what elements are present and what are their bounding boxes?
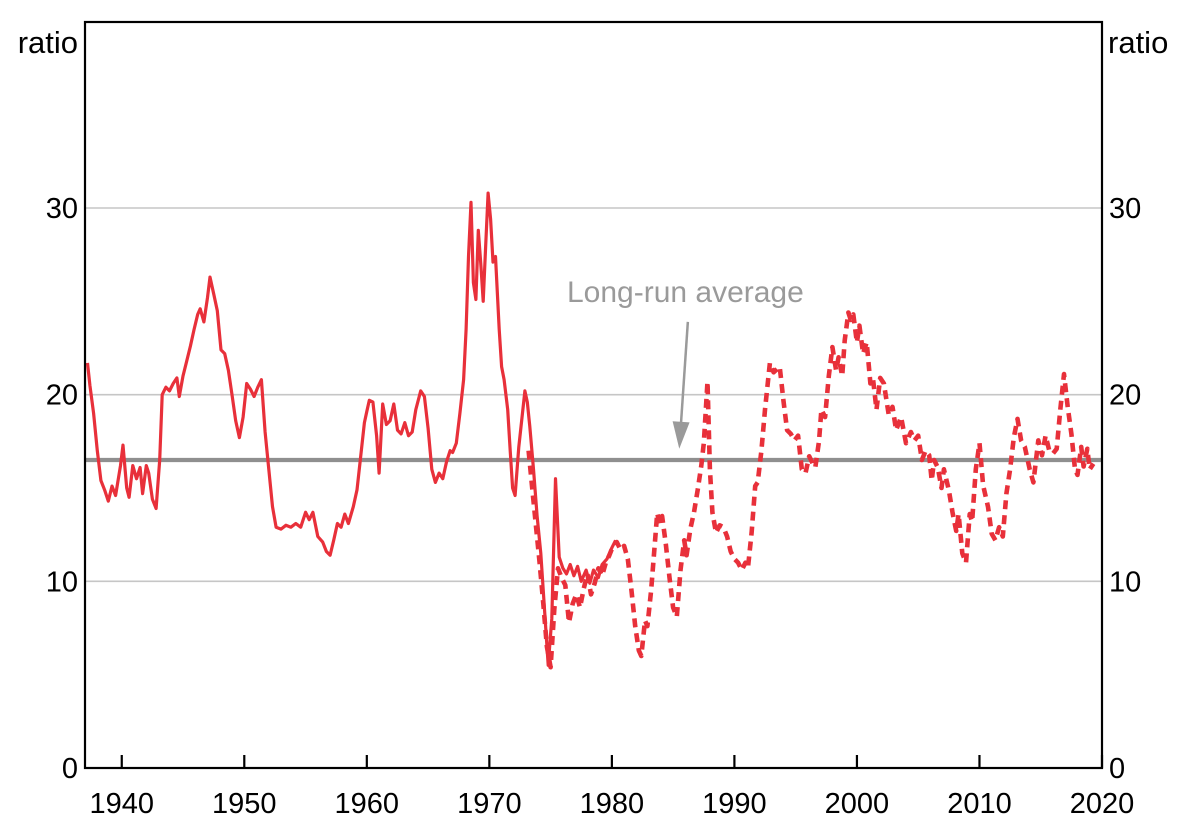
x-tick-label-1970: 1970 xyxy=(457,788,522,820)
annotation-layer: Long-run average xyxy=(567,276,804,449)
y-tick-label-right-30: 30 xyxy=(1109,193,1141,225)
y-tick-label-left-0: 0 xyxy=(62,753,78,785)
y-tick-label-left-10: 10 xyxy=(46,566,78,598)
x-tick-label-1960: 1960 xyxy=(335,788,400,820)
left-axis-unit-label: ratio xyxy=(18,25,78,60)
x-tick-label-1940: 1940 xyxy=(90,788,155,820)
y-tick-label-right-0: 0 xyxy=(1109,753,1125,785)
plot-frame xyxy=(83,20,1104,770)
data-series xyxy=(85,191,1096,670)
series-line-dashed xyxy=(526,310,1096,670)
right-axis-unit-label: ratio xyxy=(1108,25,1168,60)
axes-frame xyxy=(83,20,1104,770)
x-tick-label-2000: 2000 xyxy=(825,788,890,820)
series-line-solid xyxy=(85,191,618,667)
y-tick-label-right-10: 10 xyxy=(1109,566,1141,598)
x-tick-label-2020: 2020 xyxy=(1070,788,1135,820)
x-tick-label-1950: 1950 xyxy=(212,788,277,820)
annotation-arrow-shaft xyxy=(679,321,690,428)
gridlines xyxy=(85,207,1102,583)
y-tick-label-right-20: 20 xyxy=(1109,380,1141,412)
y-tick-label-left-30: 30 xyxy=(46,193,78,225)
annotation-arrow-head xyxy=(672,421,690,449)
x-tick-label-1980: 1980 xyxy=(580,788,645,820)
y-tick-label-left-20: 20 xyxy=(46,380,78,412)
x-tick-label-1990: 1990 xyxy=(702,788,767,820)
long-run-average-label: Long-run average xyxy=(567,276,804,309)
x-tick-label-2010: 2010 xyxy=(947,788,1012,820)
